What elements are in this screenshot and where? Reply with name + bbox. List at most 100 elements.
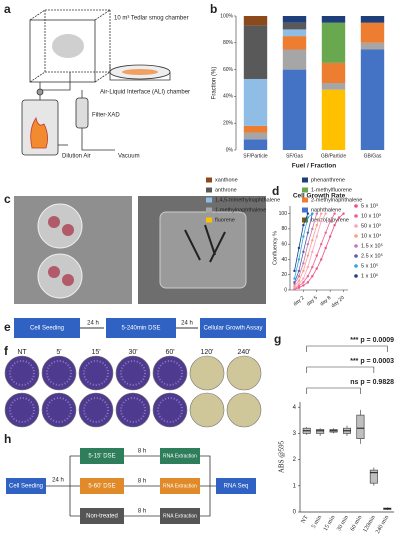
step-box: [80, 508, 124, 524]
panel-label: c: [4, 192, 11, 206]
y-axis-label: Fraction (%): [212, 67, 218, 100]
x-tick-label: NT: [300, 514, 309, 524]
point: [328, 235, 332, 238]
step-box: [14, 318, 80, 338]
step-box: [6, 478, 46, 494]
point: [342, 212, 345, 215]
legend-label: 10 x 10³: [361, 213, 381, 219]
point: [311, 227, 314, 231]
arrow-label: 8 h: [138, 449, 146, 455]
step-box: [160, 508, 200, 524]
box: [356, 414, 365, 439]
chart-title: Cell Growth Rate: [293, 193, 346, 200]
step: 5-240min DSE: [121, 326, 160, 332]
well-speckle: [83, 360, 109, 386]
legend-marker: [354, 274, 358, 278]
bar-segment: [243, 78, 268, 126]
bar-segment: [282, 29, 307, 37]
photos-c: [14, 196, 266, 304]
point: [324, 231, 327, 234]
x-tick-label: 15 min: [323, 515, 337, 533]
bar-segment: [282, 22, 307, 30]
bar-segment: [282, 16, 307, 23]
point: [311, 250, 314, 254]
point: [333, 223, 336, 227]
point: [297, 258, 301, 261]
arrows: [124, 455, 160, 517]
step: Cellular Growth Assay: [203, 326, 262, 332]
chamber-insert: [159, 211, 247, 289]
point: [293, 284, 296, 288]
series-line: [294, 213, 335, 289]
y-tick-label: 80: [281, 226, 287, 232]
bar-segment: [360, 22, 385, 43]
y-tick-label: 60: [281, 242, 287, 248]
y-tick-label: 1: [293, 483, 297, 489]
point: [293, 277, 296, 280]
arrows: [46, 455, 80, 517]
smog: [52, 34, 84, 58]
well-label: 15': [91, 349, 100, 356]
legend-label: 10 x 10⁴: [361, 232, 382, 239]
point: [320, 242, 323, 246]
x-tick-label: 30 min: [336, 515, 350, 533]
point: [311, 265, 314, 269]
point: [320, 258, 323, 261]
bar-segment: [243, 25, 268, 79]
x-tick-label: GB/Gas: [364, 153, 382, 159]
series-line: [294, 213, 344, 290]
point: [297, 284, 301, 288]
step: 5-15' DSE: [88, 454, 115, 460]
step: RNA Extraction: [163, 483, 197, 489]
panel-label: a: [4, 2, 11, 16]
y-tick-label: 4: [293, 405, 297, 411]
y-tick-label: 80%: [223, 40, 234, 46]
legend-label: 5 x 10⁵: [361, 262, 378, 269]
point: [320, 220, 323, 223]
point: [324, 212, 327, 215]
series-line: [294, 213, 309, 271]
box: [316, 429, 325, 434]
well-speckle: [120, 360, 146, 386]
legend-swatch: [206, 197, 212, 203]
point: [306, 265, 310, 269]
step: Cell Seeding: [30, 326, 64, 332]
ali-inserts: [122, 69, 158, 75]
legend-swatch: [302, 207, 308, 213]
y-tick-label: 40%: [223, 94, 234, 100]
ali-body: [109, 64, 171, 81]
axes: [299, 402, 394, 513]
point: [306, 242, 310, 246]
vacuum-label: Vacuum: [118, 154, 140, 160]
well: [48, 216, 60, 228]
point: [302, 269, 305, 273]
point: [315, 267, 318, 270]
bar-segment: [321, 89, 346, 150]
legend-label: 1-methylnaphthalene: [215, 207, 266, 213]
panel-label: g: [274, 332, 281, 346]
well-speckle: [157, 360, 183, 386]
step: Non-treated: [86, 514, 118, 520]
well-label: 30': [128, 349, 137, 356]
panel-label: b: [210, 2, 217, 16]
legend-label: 2.5 x 10⁵: [361, 252, 383, 259]
bar-segment: [360, 49, 385, 150]
legend-swatch: [302, 197, 308, 203]
legend-label: xanthone: [215, 177, 238, 183]
point: [297, 269, 301, 273]
y-tick-label: 3: [293, 431, 297, 437]
box: [369, 469, 378, 484]
point: [293, 269, 296, 273]
point: [311, 212, 314, 215]
bracket: [306, 387, 361, 394]
annotation: ns p = 0.9828: [350, 379, 394, 386]
y-tick-label: 40: [281, 257, 287, 263]
legend-swatch: [206, 187, 212, 193]
point: [302, 277, 305, 280]
step-box: [200, 318, 266, 338]
filter-label: Filter-XAD: [92, 113, 120, 119]
well: [62, 274, 74, 286]
point: [306, 254, 310, 257]
legend-label: phenanthrene: [311, 177, 345, 183]
bar-segment: [321, 83, 346, 90]
